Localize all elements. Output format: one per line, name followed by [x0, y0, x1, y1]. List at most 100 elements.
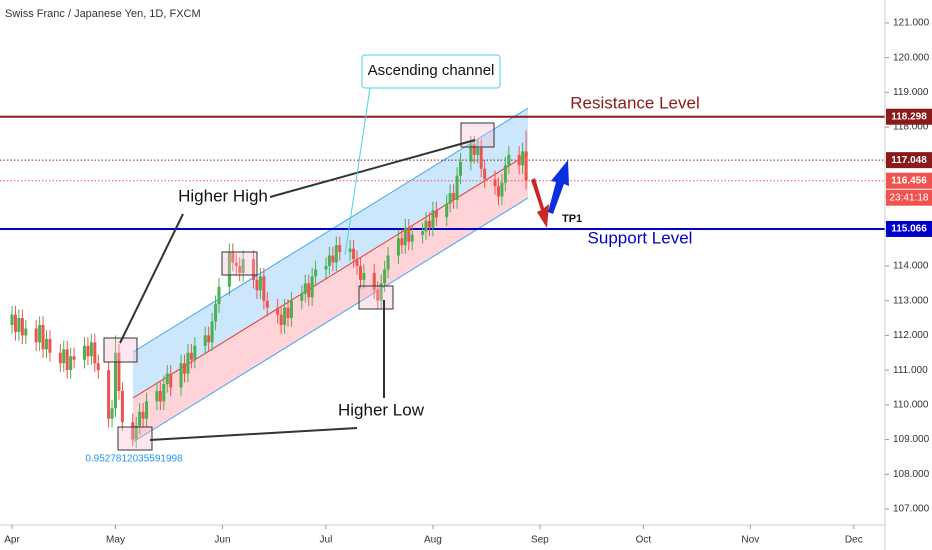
candle-body — [379, 283, 383, 301]
candle-body — [383, 269, 387, 284]
candles — [10, 130, 528, 449]
candle-body — [145, 401, 149, 419]
candle-body — [165, 373, 169, 385]
y-tick-label: 111.000 — [893, 365, 928, 376]
candle-body — [310, 276, 314, 298]
candle-body — [82, 345, 86, 360]
x-tick-label: Sep — [531, 535, 549, 546]
price-tag — [886, 220, 932, 237]
resistance-label: Resistance Level — [570, 93, 699, 112]
price-tag-label: 117.048 — [891, 155, 927, 166]
candle-body — [334, 245, 338, 263]
x-tick-label: Oct — [636, 535, 652, 546]
candle-body — [300, 293, 304, 301]
candle-body — [45, 338, 49, 350]
candle-body — [262, 276, 266, 301]
candle-body — [241, 259, 245, 273]
candle-body — [455, 175, 459, 200]
candle-body — [134, 425, 138, 440]
callout-text: Ascending channel — [368, 62, 495, 79]
candle-body — [407, 227, 411, 242]
y-tick-label: 120.000 — [893, 52, 930, 63]
candle-body — [110, 408, 114, 419]
price-tag-label: 116.456 — [891, 175, 927, 186]
candle-body — [20, 318, 24, 336]
connector — [119, 213, 184, 344]
candle-body — [324, 265, 328, 270]
candle-body — [521, 151, 525, 166]
callout-box — [361, 54, 501, 89]
x-tick-label: Aug — [424, 535, 442, 546]
higher-low-label: Higher Low — [338, 400, 425, 419]
x-tick-label: Jul — [320, 535, 333, 546]
candle-body — [459, 161, 463, 176]
candle-body — [69, 356, 73, 371]
y-tick-label: 108.000 — [893, 469, 930, 480]
candle-body — [517, 154, 521, 166]
price-tag-label: 115.066 — [891, 224, 927, 235]
candle-body — [434, 210, 438, 218]
candle-body — [424, 220, 428, 232]
candle-body — [48, 338, 52, 353]
support-label: Support Level — [588, 228, 693, 247]
candle-body — [496, 186, 500, 197]
y-tick-label: 121.000 — [893, 18, 930, 29]
candle-body — [286, 307, 290, 319]
y-tick-label: 118.000 — [893, 122, 929, 133]
candle-body — [38, 325, 42, 343]
candle-body — [210, 321, 214, 343]
candle-body — [386, 255, 390, 270]
candle-body — [203, 335, 207, 346]
candle-body — [13, 314, 17, 332]
down-arrow — [531, 178, 549, 228]
channel-bottom — [132, 197, 529, 443]
candle-body — [403, 227, 407, 246]
channel-top — [132, 107, 529, 353]
candle-body — [17, 318, 21, 332]
candle-body — [217, 286, 221, 305]
candle-body — [396, 238, 400, 256]
candle-body — [231, 252, 235, 263]
candle-body — [179, 363, 183, 388]
candle-body — [445, 203, 449, 218]
ratio-label: 0.9527812035591998 — [85, 454, 183, 465]
candle-body — [86, 345, 90, 357]
candle-body — [483, 168, 487, 180]
candle-body — [72, 356, 76, 360]
candle-body — [448, 193, 452, 204]
candle-body — [493, 179, 497, 187]
x-tick-label: Jun — [214, 535, 230, 546]
candle-body — [24, 328, 28, 336]
candle-body — [358, 265, 362, 280]
price-tag — [886, 108, 932, 125]
y-tick-label: 114.000 — [893, 261, 929, 272]
y-tick-label: 112.000 — [893, 330, 929, 341]
candle-body — [352, 248, 356, 260]
candle-body — [183, 363, 187, 374]
candle-body — [279, 314, 283, 325]
candle-body — [258, 276, 262, 291]
candle-body — [500, 182, 504, 197]
candle-body — [141, 411, 145, 419]
candle-body — [238, 265, 242, 273]
candle-body — [362, 272, 366, 280]
candle-body — [89, 342, 93, 357]
y-tick-label: 110.000 — [893, 400, 929, 411]
tp-label: TP1 — [562, 213, 582, 225]
candle-body — [276, 307, 280, 315]
candle-body — [158, 390, 162, 402]
candle-body — [114, 352, 118, 409]
candle-body — [503, 165, 507, 183]
y-tick-label: 119.000 — [893, 87, 929, 98]
candle-body — [62, 349, 66, 364]
candle-body — [120, 390, 124, 423]
axes: 107.000 108.000 109.000 110.000 111.000 112.0… — [4, 18, 932, 546]
candle-body — [410, 234, 414, 242]
candle-body — [93, 342, 97, 364]
y-tick-label: 113.000 — [893, 295, 929, 306]
levels — [0, 115, 885, 230]
candle-body — [162, 384, 166, 402]
candle-body — [355, 259, 359, 266]
box — [117, 426, 153, 451]
